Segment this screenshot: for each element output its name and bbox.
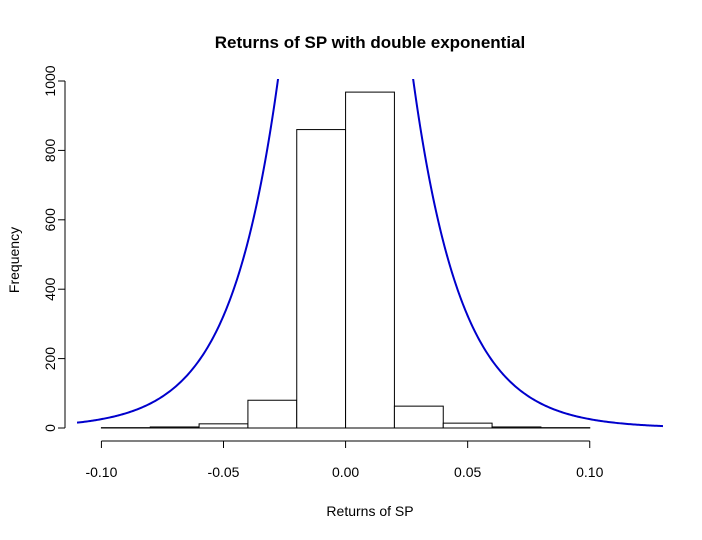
chart-title: Returns of SP with double exponential xyxy=(215,33,525,52)
histogram-bar-7 xyxy=(442,422,493,429)
density-curve-layer xyxy=(77,79,663,428)
y-tick-label: 200 xyxy=(42,347,58,371)
x-tick-label: 0.10 xyxy=(576,464,603,480)
x-tick-label: 0.00 xyxy=(332,464,359,480)
y-axis: 0 200 400 600 800 1000 xyxy=(42,65,66,432)
x-tick-label: -0.10 xyxy=(85,464,117,480)
y-axis-label: Frequency xyxy=(6,227,22,293)
histogram-bars xyxy=(100,91,591,429)
x-tick-label: 0.05 xyxy=(454,464,481,480)
x-axis: -0.10 -0.05 0.00 0.05 0.10 xyxy=(85,440,604,480)
histogram-bar-6 xyxy=(393,405,444,429)
y-tick-label: 600 xyxy=(42,208,58,232)
x-axis-label: Returns of SP xyxy=(326,503,413,519)
y-tick-label: 400 xyxy=(42,277,58,301)
histogram-bar-4 xyxy=(296,129,347,429)
histogram-bar-1 xyxy=(149,426,200,429)
y-tick-label: 0 xyxy=(42,424,58,432)
histogram-bar-8 xyxy=(491,426,542,429)
histogram-bar-5 xyxy=(345,91,395,429)
y-tick-label: 1000 xyxy=(42,65,58,96)
histogram-bar-3 xyxy=(247,399,298,429)
y-tick-label: 800 xyxy=(42,139,58,163)
density-curve-line xyxy=(77,79,663,428)
x-tick-label: -0.05 xyxy=(208,464,240,480)
histogram-bar-2 xyxy=(198,423,249,429)
